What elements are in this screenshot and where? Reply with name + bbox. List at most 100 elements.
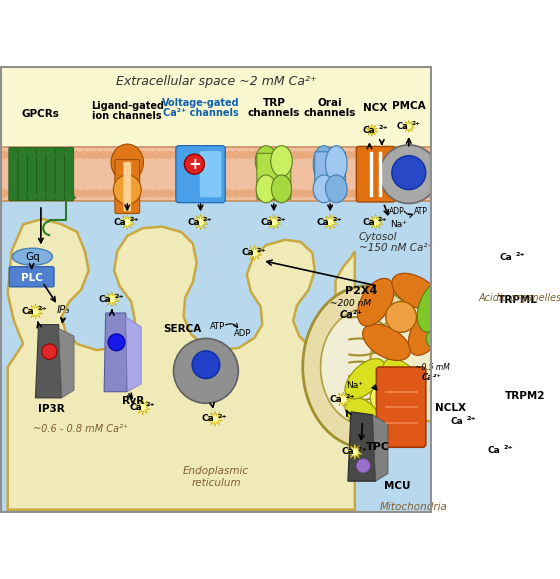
Text: 2+: 2+ bbox=[503, 445, 514, 450]
Circle shape bbox=[139, 151, 147, 159]
Circle shape bbox=[218, 189, 227, 197]
FancyBboxPatch shape bbox=[176, 146, 225, 203]
Circle shape bbox=[139, 189, 147, 197]
Circle shape bbox=[238, 189, 247, 197]
Polygon shape bbox=[336, 392, 351, 407]
Ellipse shape bbox=[12, 248, 53, 265]
FancyBboxPatch shape bbox=[46, 148, 55, 201]
Circle shape bbox=[106, 189, 114, 197]
Polygon shape bbox=[457, 413, 472, 428]
Circle shape bbox=[113, 151, 121, 159]
FancyBboxPatch shape bbox=[257, 153, 291, 200]
Circle shape bbox=[119, 151, 128, 159]
Text: Na⁺: Na⁺ bbox=[390, 220, 407, 229]
Text: channels: channels bbox=[248, 108, 300, 118]
Circle shape bbox=[370, 384, 398, 412]
Text: Ca: Ca bbox=[202, 414, 214, 423]
FancyBboxPatch shape bbox=[18, 148, 27, 201]
Ellipse shape bbox=[313, 175, 335, 203]
Circle shape bbox=[165, 151, 174, 159]
Circle shape bbox=[318, 151, 326, 159]
Circle shape bbox=[32, 151, 41, 159]
Ellipse shape bbox=[270, 146, 292, 177]
Circle shape bbox=[356, 459, 370, 472]
Circle shape bbox=[272, 151, 280, 159]
Circle shape bbox=[26, 189, 35, 197]
Text: 2+: 2+ bbox=[515, 252, 525, 258]
Text: TRPML: TRPML bbox=[498, 295, 538, 305]
Circle shape bbox=[146, 151, 154, 159]
Text: Ca: Ca bbox=[260, 218, 273, 226]
Polygon shape bbox=[126, 317, 141, 392]
Ellipse shape bbox=[255, 146, 277, 177]
Ellipse shape bbox=[111, 144, 143, 181]
Text: Ca²⁺ channels: Ca²⁺ channels bbox=[162, 108, 239, 118]
Ellipse shape bbox=[383, 358, 423, 399]
Circle shape bbox=[73, 151, 81, 159]
Circle shape bbox=[198, 189, 207, 197]
Ellipse shape bbox=[430, 357, 461, 405]
FancyBboxPatch shape bbox=[356, 146, 395, 202]
Circle shape bbox=[174, 339, 239, 403]
Circle shape bbox=[391, 151, 399, 159]
Circle shape bbox=[39, 189, 48, 197]
Text: ~200 nM: ~200 nM bbox=[330, 299, 371, 308]
Text: RyR: RyR bbox=[122, 396, 144, 406]
FancyBboxPatch shape bbox=[123, 162, 131, 211]
Circle shape bbox=[251, 189, 260, 197]
Circle shape bbox=[384, 151, 393, 159]
Circle shape bbox=[86, 151, 94, 159]
Circle shape bbox=[410, 151, 419, 159]
Circle shape bbox=[192, 351, 220, 379]
Circle shape bbox=[79, 151, 88, 159]
Circle shape bbox=[66, 151, 74, 159]
Circle shape bbox=[6, 189, 15, 197]
Text: GPCRs: GPCRs bbox=[22, 109, 60, 119]
Text: Ca: Ca bbox=[341, 448, 354, 456]
Circle shape bbox=[311, 189, 320, 197]
Circle shape bbox=[20, 151, 28, 159]
Text: Ca: Ca bbox=[362, 218, 375, 226]
Circle shape bbox=[298, 151, 306, 159]
Text: Ca: Ca bbox=[316, 218, 329, 226]
Ellipse shape bbox=[303, 286, 430, 448]
Ellipse shape bbox=[345, 397, 385, 437]
Circle shape bbox=[158, 189, 167, 197]
Circle shape bbox=[205, 189, 213, 197]
Polygon shape bbox=[506, 250, 520, 265]
Text: IP3R: IP3R bbox=[38, 404, 64, 414]
FancyBboxPatch shape bbox=[10, 267, 54, 287]
Text: ~0.6 - 0.8 mM Ca²⁺: ~0.6 - 0.8 mM Ca²⁺ bbox=[34, 424, 128, 434]
Ellipse shape bbox=[362, 324, 410, 361]
Circle shape bbox=[46, 151, 54, 159]
Circle shape bbox=[92, 189, 101, 197]
Circle shape bbox=[404, 189, 413, 197]
Circle shape bbox=[424, 189, 432, 197]
Circle shape bbox=[344, 151, 353, 159]
Circle shape bbox=[331, 189, 339, 197]
Circle shape bbox=[318, 189, 326, 197]
Circle shape bbox=[192, 151, 200, 159]
Circle shape bbox=[92, 151, 101, 159]
Circle shape bbox=[404, 151, 413, 159]
Polygon shape bbox=[104, 313, 127, 392]
Text: Ca: Ca bbox=[129, 402, 142, 412]
Circle shape bbox=[32, 189, 41, 197]
Circle shape bbox=[344, 189, 353, 197]
Circle shape bbox=[185, 151, 194, 159]
Text: P2X4: P2X4 bbox=[345, 286, 377, 296]
Text: 2+: 2+ bbox=[378, 217, 388, 222]
Circle shape bbox=[305, 189, 313, 197]
Circle shape bbox=[59, 151, 68, 159]
Circle shape bbox=[305, 151, 313, 159]
Circle shape bbox=[225, 189, 234, 197]
Text: Endoplasmic: Endoplasmic bbox=[183, 466, 249, 476]
Text: TPC: TPC bbox=[366, 442, 390, 452]
Text: TRP: TRP bbox=[263, 98, 285, 108]
Circle shape bbox=[158, 151, 167, 159]
Circle shape bbox=[392, 156, 426, 189]
Polygon shape bbox=[366, 124, 377, 137]
Text: PLC: PLC bbox=[21, 273, 43, 283]
Ellipse shape bbox=[483, 376, 514, 424]
Text: Ca: Ca bbox=[396, 122, 408, 131]
